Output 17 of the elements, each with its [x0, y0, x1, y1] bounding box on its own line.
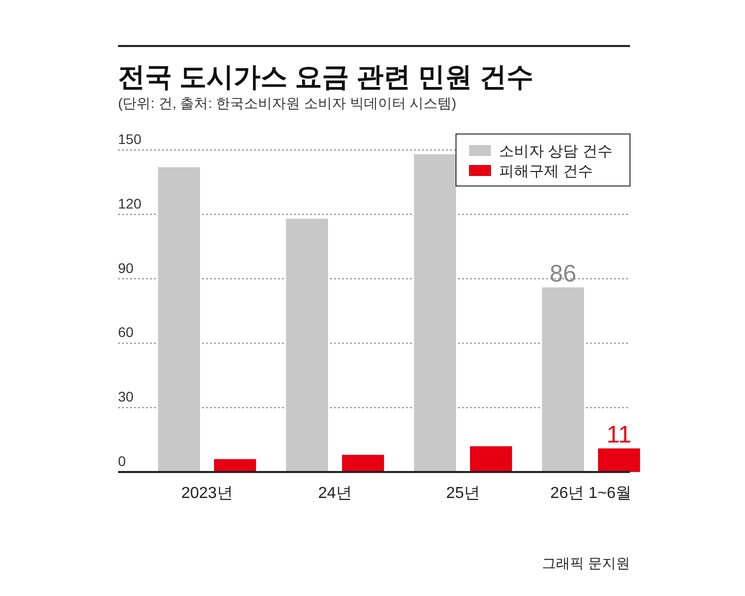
legend-label: 소비자 상담 건수: [499, 143, 612, 160]
y-tick-label: 90: [118, 260, 134, 276]
chart-subtitle: (단위: 건, 출처: 한국소비자원 소비자 빅데이터 시스템): [118, 95, 456, 111]
y-tick-label: 120: [118, 195, 142, 212]
text: 그래픽 문지원: [542, 555, 630, 571]
x-tick-label: 2023년: [181, 485, 233, 502]
legend-label: 피해구제 건수: [499, 163, 594, 180]
y-tick-label: 0: [118, 453, 126, 469]
y-tick-label: 150: [118, 131, 142, 147]
x-tick-label: 24년: [318, 485, 352, 502]
data-label: 86: [550, 260, 576, 288]
y-tick-label: 30: [118, 388, 134, 405]
x-tick-label: 25년: [446, 485, 480, 502]
data-label: 11: [606, 421, 632, 448]
x-tick-label: 26년 1~6월: [550, 485, 632, 502]
chart-title: 전국 도시가스 요금 관련 민원 건수: [118, 62, 534, 92]
y-tick-label: 60: [118, 324, 134, 340]
